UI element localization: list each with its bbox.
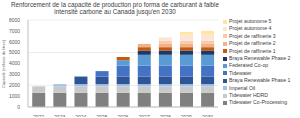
svg-text:2025: 2025 [96, 114, 107, 117]
html-text:Capacité (millions de litres): Capacité (millions de litres) [1, 40, 6, 88]
svg-text:2027: 2027 [139, 114, 150, 117]
html-text:Projet de raffinerie 2: Projet de raffinerie 2 [229, 40, 276, 47]
svg-text:4000: 4000 [9, 60, 20, 66]
svg-text:5000: 5000 [9, 49, 20, 55]
html-text:Renforcement de la capacité de: Renforcement de la capacité de productio… [11, 1, 219, 15]
html-text:Braya Renewable Phase 2: Braya Renewable Phase 2 [229, 55, 291, 61]
svg-text:2024: 2024 [75, 114, 86, 117]
svg-text:7000: 7000 [9, 28, 20, 34]
svg-text:6000: 6000 [9, 39, 20, 45]
svg-text:1000: 1000 [9, 93, 20, 99]
html-text:Braya Renewable Phase 1: Braya Renewable Phase 1 [229, 77, 291, 84]
html-text:Projet de raffinerie 1: Projet de raffinerie 1 [229, 47, 276, 54]
svg-text:0: 0 [17, 104, 20, 110]
svg-text:2026: 2026 [117, 114, 128, 117]
svg-text:2028: 2028 [160, 114, 171, 117]
html-text:Tidewater: Tidewater [229, 69, 252, 76]
html-text:Tidewater Co-Processing: Tidewater Co-Processing [229, 99, 287, 106]
svg-text:2000: 2000 [9, 82, 20, 88]
svg-text:2029: 2029 [181, 114, 192, 117]
svg-text:8000: 8000 [9, 17, 20, 23]
svg-text:2023: 2023 [54, 114, 65, 117]
svg-text:2022: 2022 [33, 114, 44, 117]
html-text:Projet de raffinerie 3: Projet de raffinerie 3 [229, 32, 276, 39]
html-text:Projet autonome 4: Projet autonome 4 [229, 25, 272, 32]
html-text:Imperial Oil: Imperial Oil [229, 84, 256, 91]
html-text:Federated Co-op: Federated Co-op [229, 62, 269, 69]
html-text:Projet autonome 5: Projet autonome 5 [229, 18, 272, 24]
svg-text:2030: 2030 [202, 114, 213, 117]
svg-text:3000: 3000 [9, 71, 20, 77]
html-text:Tidewater HDRD: Tidewater HDRD [229, 91, 268, 98]
